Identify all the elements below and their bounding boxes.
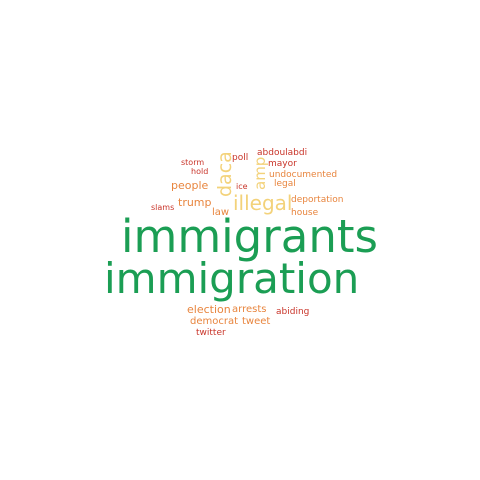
word-ice: ice <box>236 182 248 191</box>
word-abiding: abiding <box>276 307 310 317</box>
word-twitter: twitter <box>196 328 226 338</box>
word-undocumented: undocumented <box>269 170 338 180</box>
word-illegal: illegal <box>233 191 293 215</box>
word-immigration: immigration <box>104 254 360 303</box>
word-immigrants: immigrants <box>121 210 378 263</box>
word-amp: amp <box>251 156 269 190</box>
word-election: election <box>187 303 231 316</box>
word-storm: storm <box>181 158 205 167</box>
word-tweet: tweet <box>242 316 271 327</box>
word-arrests: arrests <box>232 304 267 315</box>
word-abdoulabdi: abdoulabdi <box>257 148 308 158</box>
word-hold: hold <box>191 167 209 176</box>
word-people: people <box>171 179 209 192</box>
word-house: house <box>291 208 319 218</box>
word-deportation: deportation <box>291 195 344 205</box>
word-poll: poll <box>232 153 249 163</box>
word-trump: trump <box>178 196 212 209</box>
word-slams: slams <box>151 203 175 212</box>
word-democrat: democrat <box>190 316 239 327</box>
word-legal: legal <box>274 179 296 189</box>
word-mayor: mayor <box>268 159 297 169</box>
word-law: law <box>212 207 230 218</box>
